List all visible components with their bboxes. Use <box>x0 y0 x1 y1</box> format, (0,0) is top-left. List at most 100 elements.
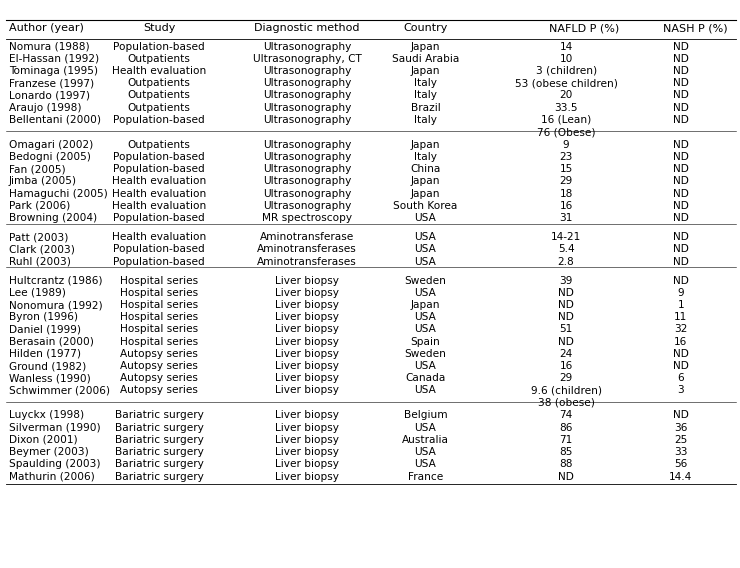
Text: Browning (2004): Browning (2004) <box>9 213 97 223</box>
Text: 2.8: 2.8 <box>558 257 574 266</box>
Text: Schwimmer (2006): Schwimmer (2006) <box>9 386 110 395</box>
Text: 24: 24 <box>559 349 573 359</box>
Text: Nonomura (1992): Nonomura (1992) <box>9 300 103 310</box>
Text: Brazil: Brazil <box>411 103 440 112</box>
Text: Ultrasonography: Ultrasonography <box>263 103 352 112</box>
Text: Japan: Japan <box>411 189 440 199</box>
Text: ND: ND <box>673 66 689 76</box>
Text: 3 (children): 3 (children) <box>536 66 596 76</box>
Text: ND: ND <box>673 90 689 101</box>
Text: Population-based: Population-based <box>113 152 205 162</box>
Text: Beymer (2003): Beymer (2003) <box>9 447 89 457</box>
Text: China: China <box>410 164 441 174</box>
Text: Ultrasonography: Ultrasonography <box>263 115 352 125</box>
Text: 25: 25 <box>674 435 687 445</box>
Text: 9: 9 <box>678 288 684 298</box>
Text: 38 (obese): 38 (obese) <box>538 398 594 408</box>
Text: 20: 20 <box>559 90 573 101</box>
Text: ND: ND <box>558 288 574 298</box>
Text: Author (year): Author (year) <box>9 23 84 34</box>
Text: ND: ND <box>673 213 689 223</box>
Text: ND: ND <box>558 300 574 310</box>
Text: USA: USA <box>414 460 437 469</box>
Text: Bariatric surgery: Bariatric surgery <box>115 460 204 469</box>
Text: Ultrasonography: Ultrasonography <box>263 78 352 88</box>
Text: Hospital series: Hospital series <box>120 324 198 335</box>
Text: ND: ND <box>673 115 689 125</box>
Text: Japan: Japan <box>411 66 440 76</box>
Text: 9: 9 <box>563 140 569 150</box>
Text: Diagnostic method: Diagnostic method <box>255 23 360 34</box>
Text: 86: 86 <box>559 423 573 433</box>
Text: Hospital series: Hospital series <box>120 275 198 286</box>
Text: USA: USA <box>414 244 437 254</box>
Text: Liver biopsy: Liver biopsy <box>275 349 339 359</box>
Text: Health evaluation: Health evaluation <box>112 201 206 211</box>
Text: Liver biopsy: Liver biopsy <box>275 447 339 457</box>
Text: Population-based: Population-based <box>113 213 205 223</box>
Text: Belgium: Belgium <box>404 411 447 420</box>
Text: Italy: Italy <box>414 152 437 162</box>
Text: 6: 6 <box>678 373 684 383</box>
Text: Aminotransferases: Aminotransferases <box>258 244 357 254</box>
Text: ND: ND <box>673 41 689 52</box>
Text: 5.4: 5.4 <box>558 244 574 254</box>
Text: Spain: Spain <box>411 337 440 346</box>
Text: ND: ND <box>558 337 574 346</box>
Text: Hospital series: Hospital series <box>120 288 198 298</box>
Text: Ultrasonography: Ultrasonography <box>263 152 352 162</box>
Text: Ruhl (2003): Ruhl (2003) <box>9 257 71 266</box>
Text: Liver biopsy: Liver biopsy <box>275 275 339 286</box>
Text: Bariatric surgery: Bariatric surgery <box>115 411 204 420</box>
Text: 3: 3 <box>677 386 684 395</box>
Text: Mathurin (2006): Mathurin (2006) <box>9 471 95 482</box>
Text: Ultrasonography: Ultrasonography <box>263 66 352 76</box>
Text: Hamaguchi (2005): Hamaguchi (2005) <box>9 189 107 199</box>
Text: Omagari (2002): Omagari (2002) <box>9 140 93 150</box>
Text: Liver biopsy: Liver biopsy <box>275 337 339 346</box>
Text: Liver biopsy: Liver biopsy <box>275 324 339 335</box>
Text: Lee (1989): Lee (1989) <box>9 288 66 298</box>
Text: Japan: Japan <box>411 41 440 52</box>
Text: ND: ND <box>673 232 689 242</box>
Text: 14.4: 14.4 <box>669 471 693 482</box>
Text: Ultrasonography: Ultrasonography <box>263 41 352 52</box>
Text: South Korea: South Korea <box>394 201 457 211</box>
Text: 14: 14 <box>559 41 573 52</box>
Text: Bariatric surgery: Bariatric surgery <box>115 471 204 482</box>
Text: ND: ND <box>673 257 689 266</box>
Text: Nomura (1988): Nomura (1988) <box>9 41 90 52</box>
Text: Sweden: Sweden <box>405 349 446 359</box>
Text: ND: ND <box>673 164 689 174</box>
Text: Japan: Japan <box>411 140 440 150</box>
Text: 51: 51 <box>559 324 573 335</box>
Text: 1: 1 <box>678 300 684 310</box>
Text: ND: ND <box>673 140 689 150</box>
Text: 16 (Lean): 16 (Lean) <box>541 115 591 125</box>
Text: Health evaluation: Health evaluation <box>112 66 206 76</box>
Text: Outpatients: Outpatients <box>128 103 190 112</box>
Text: Ultrasonography, CT: Ultrasonography, CT <box>253 54 361 64</box>
Text: Lonardo (1997): Lonardo (1997) <box>9 90 90 101</box>
Text: Franzese (1997): Franzese (1997) <box>9 78 94 88</box>
Text: Araujo (1998): Araujo (1998) <box>9 103 81 112</box>
Text: 16: 16 <box>674 337 687 346</box>
Text: Bariatric surgery: Bariatric surgery <box>115 447 204 457</box>
Text: Outpatients: Outpatients <box>128 78 190 88</box>
Text: Health evaluation: Health evaluation <box>112 189 206 199</box>
Text: Berasain (2000): Berasain (2000) <box>9 337 94 346</box>
Text: 32: 32 <box>674 324 687 335</box>
Text: Health evaluation: Health evaluation <box>112 177 206 186</box>
Text: Patt (2003): Patt (2003) <box>9 232 68 242</box>
Text: 16: 16 <box>559 361 573 371</box>
Text: 39: 39 <box>559 275 573 286</box>
Text: France: France <box>408 471 443 482</box>
Text: Study: Study <box>143 23 175 34</box>
Text: 74: 74 <box>559 411 573 420</box>
Text: Population-based: Population-based <box>113 164 205 174</box>
Text: 85: 85 <box>559 447 573 457</box>
Text: 71: 71 <box>559 435 573 445</box>
Text: USA: USA <box>414 324 437 335</box>
Text: ND: ND <box>673 201 689 211</box>
Text: ND: ND <box>673 411 689 420</box>
